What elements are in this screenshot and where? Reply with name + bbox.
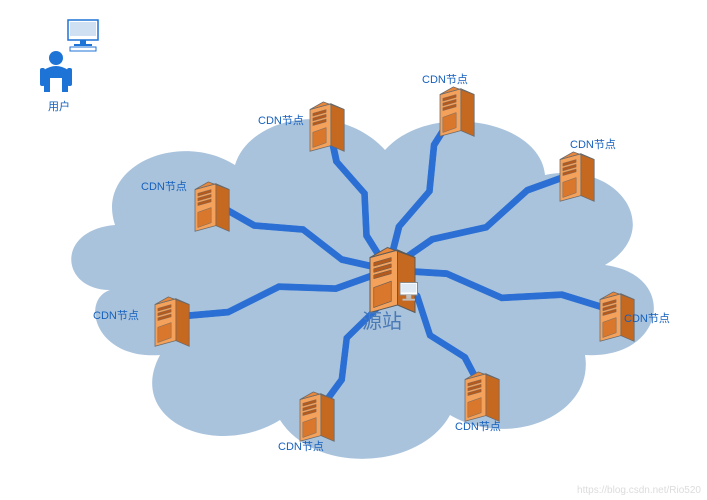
origin-server-icon — [370, 248, 418, 313]
cdn-node-label: CDN节点 — [278, 438, 324, 454]
cdn-node-label: CDN节点 — [624, 310, 670, 326]
diagram-canvas — [0, 0, 707, 500]
cdn-node-label: CDN节点 — [258, 112, 304, 128]
cdn-node-label: CDN节点 — [570, 136, 616, 152]
cdn-server-icon — [300, 392, 334, 441]
cdn-server-icon — [155, 297, 189, 346]
origin-label: 源站 — [362, 305, 402, 334]
cdn-server-icon — [465, 372, 499, 421]
user-label: 用户 — [48, 98, 70, 114]
user-icon — [40, 20, 98, 92]
cdn-server-icon — [195, 182, 229, 231]
cdn-node-label: CDN节点 — [455, 418, 501, 434]
cdn-node-label: CDN节点 — [422, 71, 468, 87]
cdn-server-icon — [310, 102, 344, 151]
cdn-server-icon — [440, 87, 474, 136]
cdn-node-label: CDN节点 — [141, 178, 187, 194]
cdn-server-icon — [560, 152, 594, 201]
diagram-stage: 用户源站 CDN节点 CDN节点 CDN节点 CDN节点 CDN节点 CDN节点 CDN节点 C… — [0, 0, 707, 500]
cdn-node-label: CDN节点 — [93, 307, 139, 323]
watermark-text: https://blog.csdn.net/Rio520 — [577, 485, 701, 496]
user-figure-icon — [40, 20, 98, 92]
